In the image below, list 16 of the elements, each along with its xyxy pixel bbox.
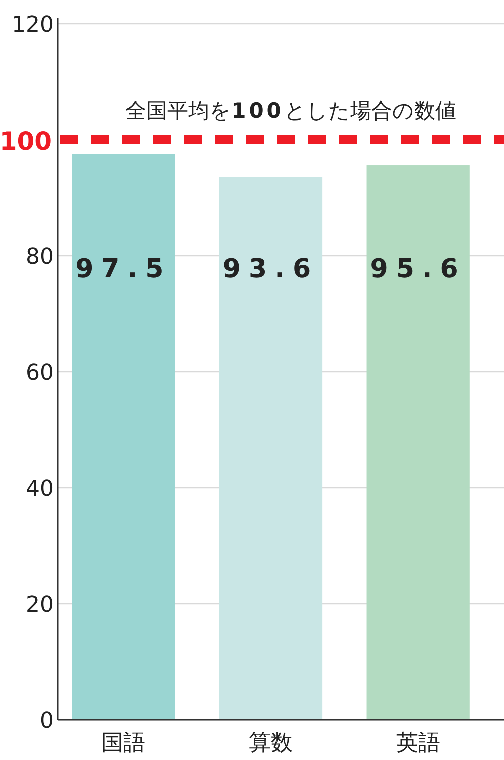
y-tick-label: 120: [12, 13, 54, 38]
bar: [72, 154, 176, 720]
data-label: 93.6: [222, 254, 320, 285]
bar: [219, 177, 323, 720]
x-tick-label: 国語: [102, 731, 146, 756]
y-tick-label: 40: [26, 477, 54, 502]
x-tick-label: 英語: [396, 731, 440, 756]
data-label: 95.6: [370, 254, 466, 285]
y-tick-label: 0: [40, 709, 54, 734]
data-label: 97.5: [76, 254, 172, 285]
y-tick-label: 60: [26, 361, 54, 386]
y-tick-label: 20: [26, 593, 54, 618]
ref-line-label: 100: [0, 127, 52, 156]
x-tick-label: 算数: [249, 731, 293, 756]
y-tick-label: 80: [26, 245, 54, 270]
bar: [366, 166, 470, 720]
